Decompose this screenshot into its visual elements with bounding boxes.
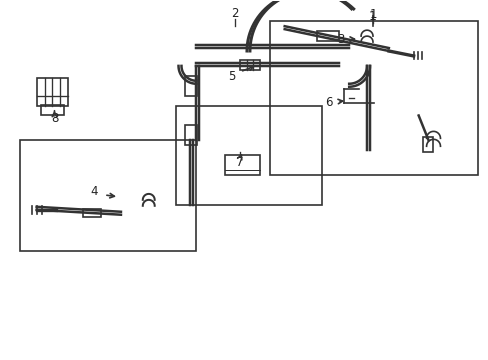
Bar [240,60,259,70]
Bar [422,137,432,152]
Text: 7: 7 [236,156,244,168]
Bar [185,76,197,96]
Text: 8: 8 [51,112,58,125]
Text: 5: 5 [228,70,235,83]
Bar [224,155,259,175]
Text: 6: 6 [325,96,332,109]
Text: 1: 1 [368,8,376,21]
Text: 4: 4 [90,185,98,198]
Bar [317,31,339,41]
Bar [41,105,64,114]
Text: 3: 3 [337,33,344,46]
Text: 1: 1 [368,10,376,23]
Bar [185,125,197,145]
Text: 2: 2 [231,7,238,20]
Bar [37,78,68,105]
Bar [83,209,101,217]
